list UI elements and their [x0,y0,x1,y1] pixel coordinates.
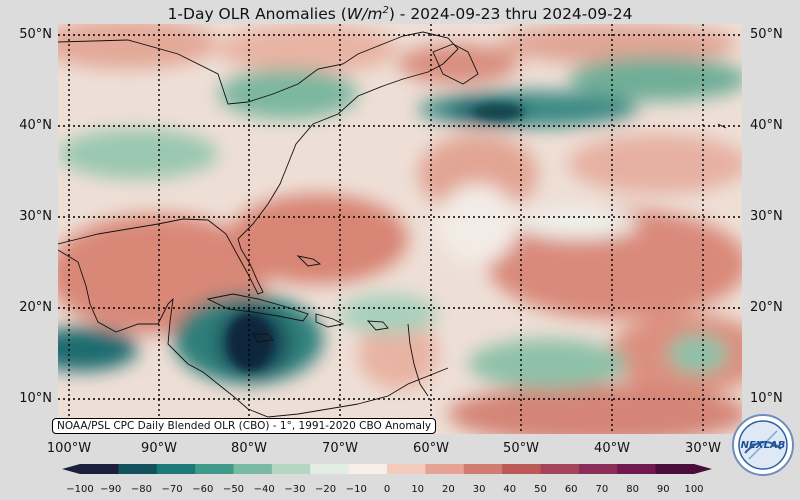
colorbar-tick-label: −70 [161,484,183,495]
colorbar-segment [310,464,350,474]
colorbar-tick-label: 70 [595,484,609,495]
colorbar-segment [233,464,273,474]
colorbar-tick-label: −40 [253,484,275,495]
svg-text:NEXLAB: NEXLAB [741,440,786,451]
anomaly-field [58,24,742,434]
colorbar-segment [271,464,311,474]
colorbar-tick-label: −10 [345,484,367,495]
colorbar-segment [118,464,158,474]
lat-label-30n-right: 30°N [750,209,783,224]
colorbar-segment [156,464,196,474]
lon-label-50w: 50°W [503,441,539,456]
colorbar-tick-label: 80 [626,484,639,495]
colorbar-max-arrow [694,464,712,474]
colorbar-tick-label: −30 [284,484,306,495]
colorbar-tick-label: 20 [442,484,455,495]
graticule [58,24,742,434]
colorbar-segment [540,464,580,474]
lat-label-50n: 50°N [19,27,52,42]
colorbar-tick-label: −60 [192,484,214,495]
lon-label-70w: 70°W [322,441,358,456]
colorbar-tick-label: 90 [656,484,670,495]
data-source-credit: NOAA/PSL CPC Daily Blended OLR (CBO) - 1… [52,418,437,434]
colorbar-segment [578,464,618,474]
lon-label-40w: 40°W [594,441,630,456]
lon-label-30w: 30°W [685,441,721,456]
colorbar-tick-label: 30 [472,484,486,495]
lon-label-90w: 90°W [141,441,177,456]
colorbar-min-arrow [62,464,80,474]
lat-label-10n-right: 10°N [750,391,783,406]
colorbar-tick-label: 100 [684,484,704,495]
coastlines [58,31,727,418]
lat-label-50n-right: 50°N [750,27,783,42]
colorbar-segment [425,464,465,474]
colorbar-segment [655,464,695,474]
colorbar-tick-label: 0 [383,484,391,495]
colorbar-segment [502,464,541,474]
colorbar-segment [348,464,388,474]
lat-label-10n: 10°N [19,391,52,406]
colorbar-tick-label: 60 [564,484,578,495]
colorbar-tick-label: −100 [66,484,94,495]
lat-label-40n: 40°N [19,118,52,133]
olr-anomaly-map [58,24,742,434]
map-title: 1-Day OLR Anomalies (W/m2) - 2024-09-23 … [167,5,633,24]
colorbar-tick-label: −80 [130,484,152,495]
colorbar-segment [463,464,503,474]
lat-label-40n-right: 40°N [750,118,783,133]
colorbar-segment [387,464,426,474]
lon-label-80w: 80°W [231,441,267,456]
colorbar-tick-label: −20 [315,484,337,495]
lat-label-20n: 20°N [19,300,52,315]
colorbar-tick-label: 40 [503,484,517,495]
lat-label-30n: 30°N [19,209,52,224]
nexlab-logo-icon: NEXLAB [732,414,794,476]
colorbar-segment [617,464,657,474]
colorbar-tick-label: −90 [100,484,122,495]
colorbar-tick-label: −50 [222,484,245,495]
lon-label-100w: 100°W [46,441,92,456]
lon-label-60w: 60°W [413,441,449,456]
colorbar-tick-label: 50 [534,484,547,495]
colorbar-tick-label: 10 [411,484,425,495]
colorbar-segment [195,464,234,474]
lat-label-20n-right: 20°N [750,300,783,315]
colorbar-segment [80,464,119,474]
colorbar [62,464,712,474]
